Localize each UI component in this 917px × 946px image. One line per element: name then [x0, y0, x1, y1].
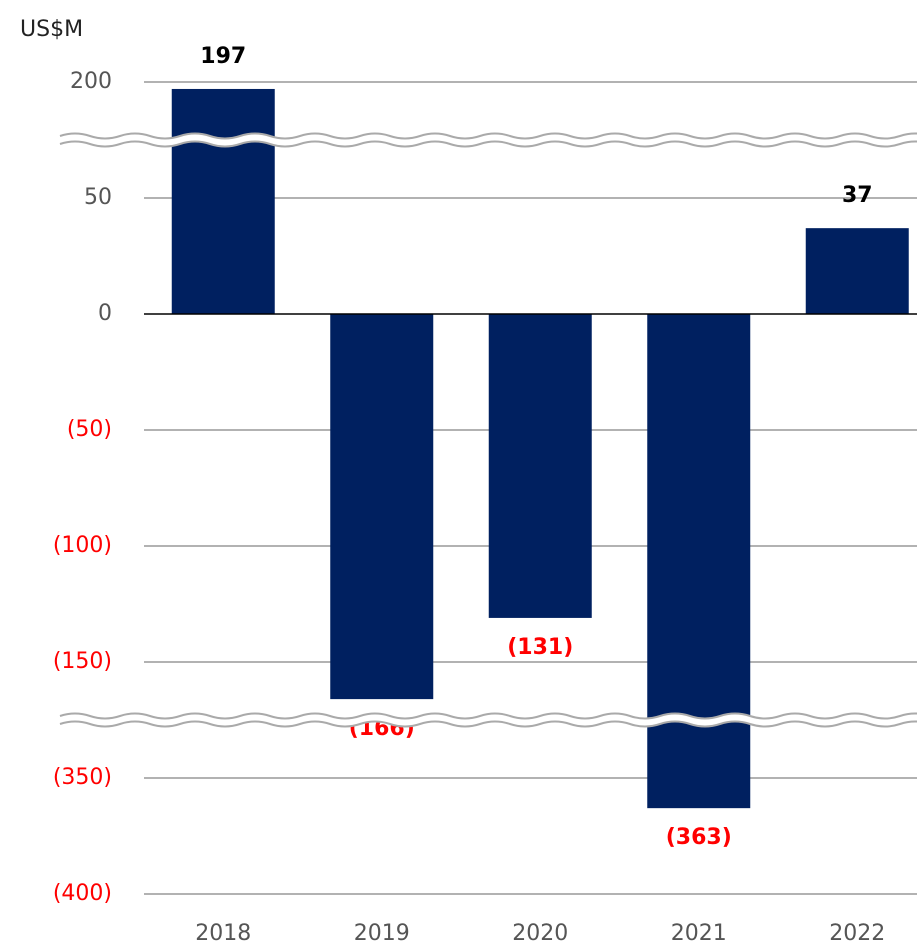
x-tick-label: 2021: [671, 921, 727, 946]
y-tick-label: (400): [53, 881, 112, 906]
value-label: (363): [666, 825, 732, 850]
x-tick-label: 2018: [195, 921, 251, 946]
value-label: 197: [200, 44, 246, 69]
axis-break-line: [59, 712, 917, 720]
y-tick-label: (150): [53, 649, 112, 674]
axis-break-band: [60, 713, 917, 727]
x-tick-label: 2020: [512, 921, 568, 946]
x-tick-label: 2022: [829, 921, 885, 946]
y-tick-label: 200: [70, 69, 112, 94]
axis-break-band: [60, 133, 917, 147]
y-tick-label: 0: [98, 301, 112, 326]
bar: [488, 314, 592, 618]
bar: [805, 228, 909, 314]
y-tick-label: 50: [84, 185, 112, 210]
axis-break-line: [59, 720, 917, 728]
axis-break-line: [59, 140, 917, 148]
x-tick-label: 2019: [354, 921, 410, 946]
y-axis-label: US$M: [20, 17, 83, 42]
bar: [647, 314, 751, 809]
y-tick-label: (50): [67, 417, 112, 442]
bar: [330, 314, 434, 700]
value-label: (131): [507, 635, 573, 660]
axis-break-line: [59, 132, 917, 140]
bar: [171, 88, 275, 315]
value-label: 37: [842, 183, 873, 208]
y-tick-label: (350): [53, 765, 112, 790]
y-tick-label: (100): [53, 533, 112, 558]
